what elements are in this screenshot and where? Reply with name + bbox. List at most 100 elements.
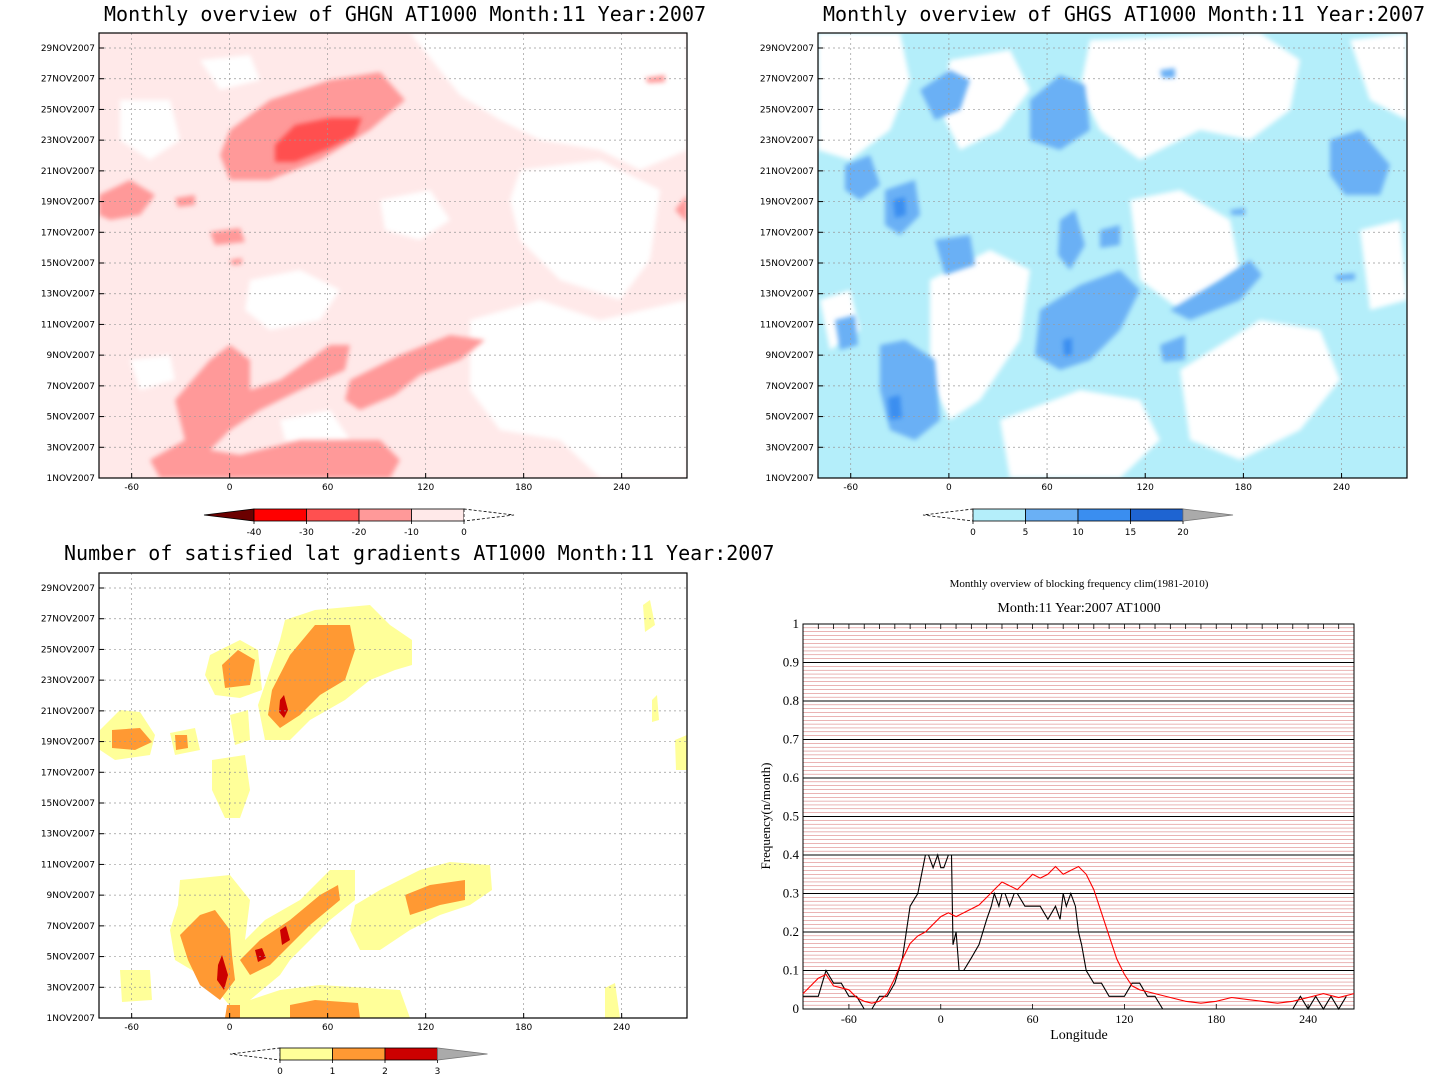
ghgn-ytick-label: 7NOV2007 (47, 382, 95, 392)
ghgn-colorbar-label: -10 (404, 528, 419, 538)
grad-ytick-label: 5NOV2007 (47, 953, 95, 963)
ghgn-xtick-label: 180 (515, 483, 532, 493)
ghgn-neg20-areas (275, 118, 362, 162)
ghgs-xtick-label: 240 (1333, 483, 1350, 493)
ghgs-colorbar-segment (972, 508, 1026, 522)
ghgs-colorbar-left-arrow (922, 508, 974, 522)
grad-grid (99, 573, 687, 1018)
ghgs-xtick-label: -60 (843, 483, 858, 493)
grad-map (98, 572, 688, 1019)
ghgs-colorbar-segment (1025, 508, 1079, 522)
freq-xtick-label: 60 (1027, 1012, 1039, 1026)
ghgs-ytick-label: 23NOV2007 (760, 136, 814, 146)
map-tick-labels: -60 0 60 120 180 240 1NOV2007 3NOV2007 5NOV2007 7… (41, 44, 1351, 1033)
ghgs-ytick-label: 9NOV2007 (766, 351, 814, 361)
ghgs-colorbar-label: 0 (970, 528, 976, 538)
frequency-chart: Monthly overview of blocking frequency c… (758, 578, 1355, 1043)
ghgs-xtick-label: 0 (946, 483, 952, 493)
ghgn-title: Monthly overview of GHGN AT1000 Month:11… (104, 2, 707, 26)
grad-ytick-label: 27NOV2007 (41, 615, 95, 625)
grad-colorbar-label: 0 (277, 1067, 283, 1077)
ghgn-colorbar-segment (306, 508, 360, 522)
ghgn-colorbar-label: -20 (352, 528, 367, 538)
grad-ytick-label: 19NOV2007 (41, 738, 95, 748)
grad-3-areas (217, 695, 290, 990)
ghgn-map (98, 32, 688, 479)
grad-colorbar-segment (279, 1047, 333, 1061)
freq-xtick-label: 240 (1299, 1012, 1317, 1026)
ghgn-ytick-label: 21NOV2007 (41, 167, 95, 177)
ghgs-xtick-label: 120 (1137, 483, 1154, 493)
freq-ytick-label: 0.1 (783, 963, 799, 978)
ghgn-zero-areas (120, 33, 687, 478)
grad-colorbar-label: 3 (435, 1067, 441, 1077)
ghgs-ytick-label: 29NOV2007 (760, 44, 814, 54)
ghgn-xtick-label: 120 (417, 483, 434, 493)
grad-xtick-label: -60 (124, 1023, 139, 1033)
grad-colorbar-label: 1 (330, 1067, 336, 1077)
ghgs-10-areas (888, 197, 1072, 420)
freq-ytick-label: 0.5 (783, 809, 799, 824)
ghgs-colorbar: 0 5 10 15 20 (922, 508, 1234, 538)
freq-axes: 0 0.1 0.2 0.3 0.4 0.5 0.6 0.7 0.8 0.9 1 -60 0 60 120 18… (783, 616, 1355, 1026)
ghgn-colorbar-label: 0 (461, 528, 467, 538)
ghgs-ytick-label: 27NOV2007 (760, 75, 814, 85)
grad-ytick-label: 1NOV2007 (47, 1014, 95, 1024)
ghgn-ytick-label: 5NOV2007 (47, 413, 95, 423)
ghgs-ytick-label: 15NOV2007 (760, 259, 814, 269)
grad-ytick-label: 21NOV2007 (41, 707, 95, 717)
ghgn-xtick-label: 240 (613, 483, 630, 493)
ghgs-xtick-label: 60 (1041, 483, 1053, 493)
ghgn-ytick-label: 27NOV2007 (41, 75, 95, 85)
ghgs-grid (818, 33, 1407, 478)
ghgn-colorbar-segment (411, 508, 465, 522)
ghgn-ytick-label: 3NOV2007 (47, 443, 95, 453)
grad-ytick-label: 11NOV2007 (41, 860, 95, 870)
freq-xtick-label: 180 (1207, 1012, 1225, 1026)
ghgn-ytick-label: 25NOV2007 (41, 105, 95, 115)
grad-ytick-label: 3NOV2007 (47, 983, 95, 993)
freq-series-line-2 (802, 865, 1355, 1004)
grad-ytick-label: 13NOV2007 (41, 830, 95, 840)
ghgs-title: Monthly overview of GHGS AT1000 Month:11… (823, 2, 1426, 26)
grad-ytick-label: 25NOV2007 (41, 645, 95, 655)
grad-ytick-label: 15NOV2007 (41, 799, 95, 809)
ghgs-ytick-label: 7NOV2007 (766, 382, 814, 392)
grad-ytick-label: 17NOV2007 (41, 768, 95, 778)
freq-xlabel: Longitude (1050, 1028, 1108, 1043)
ghgn-colorbar-right-arrow (463, 508, 515, 522)
ghgn-ytick-label: 9NOV2007 (47, 351, 95, 361)
grad-colorbar-label: 2 (382, 1067, 388, 1077)
ghgn-ytick-label: 1NOV2007 (47, 474, 95, 484)
grad-xtick-label: 0 (227, 1023, 233, 1033)
ghgn-ytick-label: 19NOV2007 (41, 198, 95, 208)
grad-ytick-label: 23NOV2007 (41, 676, 95, 686)
colorbars: -40 -30 -20 -10 0 0 5 10 15 200 1 2 3 (203, 508, 1234, 1077)
ghgn-colorbar-label: -30 (299, 528, 314, 538)
freq-ylabel: Frequency(n/month) (758, 763, 773, 870)
freq-xtick-label: 0 (938, 1012, 944, 1026)
ghgn-ytick-label: 23NOV2007 (41, 136, 95, 146)
ghgn-xtick-label: 60 (322, 483, 334, 493)
freq-ytick-label: 0.6 (783, 770, 800, 785)
ghgn-ytick-label: 15NOV2007 (41, 259, 95, 269)
grad-contours (99, 573, 687, 1018)
ghgs-colorbar-label: 5 (1023, 528, 1029, 538)
freq-xtick-label: -60 (841, 1012, 857, 1026)
ghgs-ytick-label: 1NOV2007 (766, 474, 814, 484)
ghgs-colorbar-label: 20 (1177, 528, 1189, 538)
ghgn-grid (99, 33, 687, 478)
freq-series-line-1 (803, 853, 1347, 1011)
ghgn-colorbar: -40 -30 -20 -10 0 (203, 508, 515, 538)
freq-grid (803, 623, 1354, 1010)
grad-ytick-label: 29NOV2007 (41, 584, 95, 594)
ghgn-xtick-label: -60 (124, 483, 139, 493)
ghgs-ytick-label: 25NOV2007 (760, 105, 814, 115)
grad-xtick-label: 240 (613, 1023, 630, 1033)
ghgs-ytick-label: 13NOV2007 (760, 290, 814, 300)
grad-colorbar-segment (384, 1047, 438, 1061)
ghgn-ytick-label: 17NOV2007 (41, 228, 95, 238)
ghgs-ytick-label: 3NOV2007 (766, 443, 814, 453)
ghgs-ytick-label: 11NOV2007 (760, 320, 814, 330)
